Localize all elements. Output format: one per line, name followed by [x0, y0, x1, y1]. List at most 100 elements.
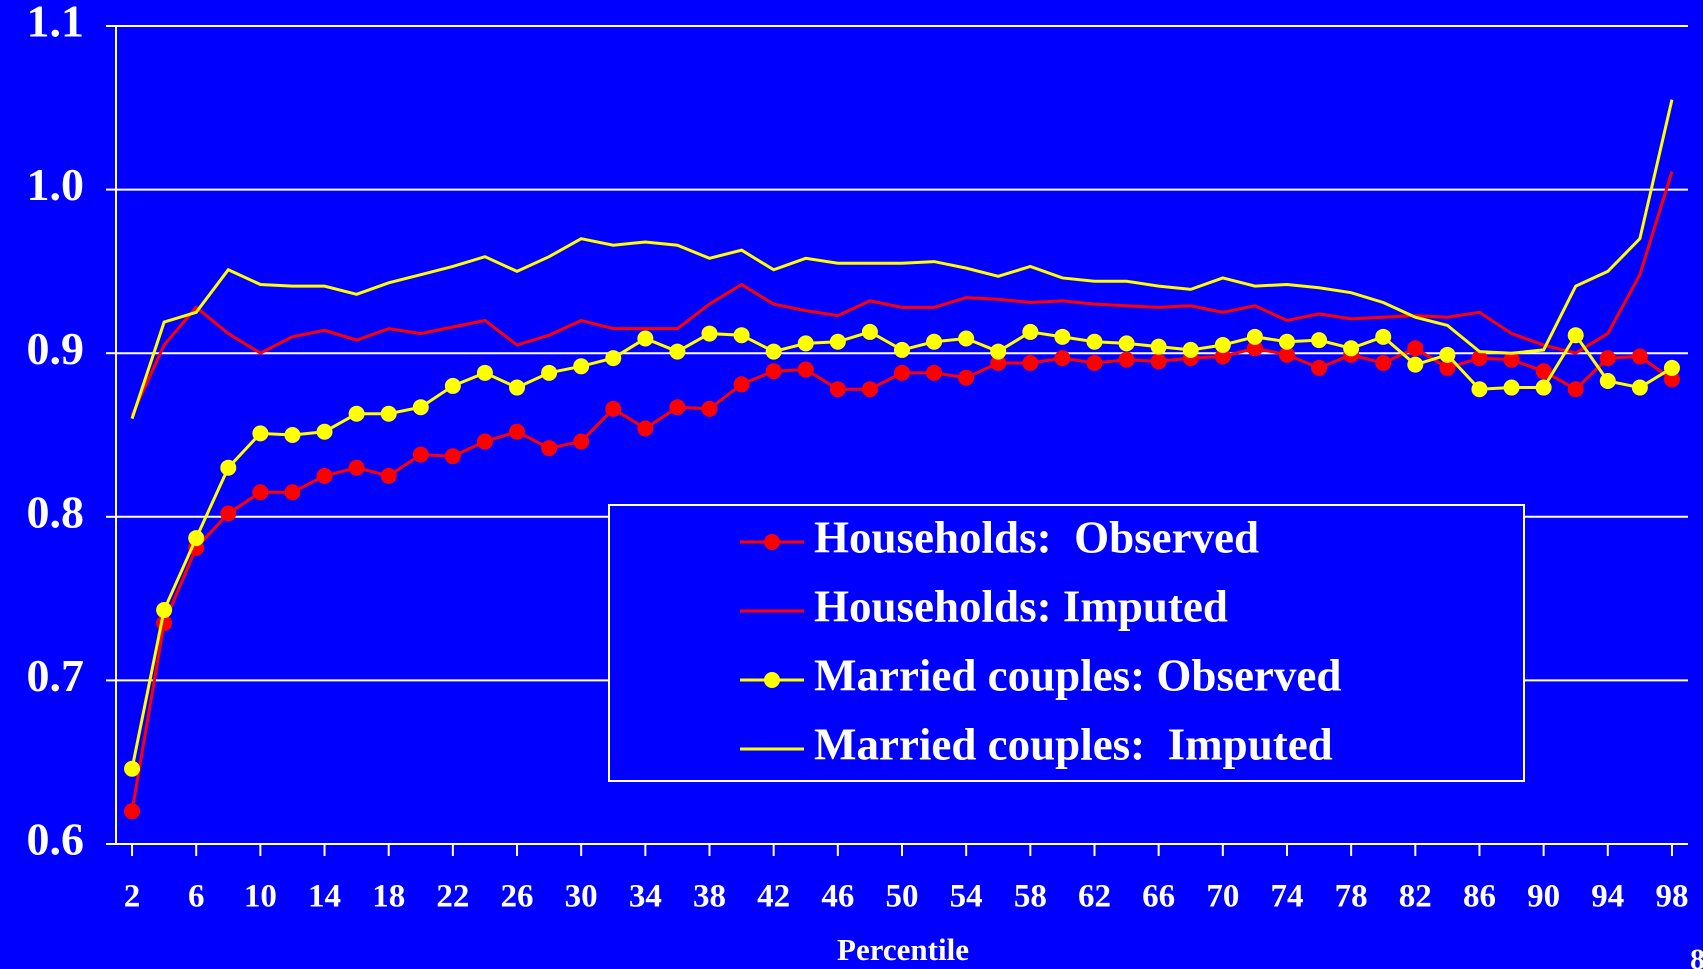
data-point: [926, 364, 943, 381]
x-tick-label: 82: [1399, 879, 1432, 915]
x-tick-label: 22: [436, 879, 469, 915]
data-point: [1663, 371, 1680, 388]
data-point: [701, 400, 718, 417]
data-point: [1246, 328, 1263, 345]
data-point: [1278, 333, 1295, 350]
data-point: [1567, 381, 1584, 398]
x-tick-label: 26: [501, 879, 534, 915]
data-point: [1471, 350, 1488, 367]
x-tick-label: 78: [1335, 879, 1368, 915]
data-point: [1503, 351, 1520, 368]
x-tick-label: 62: [1078, 879, 1111, 915]
data-point: [1375, 328, 1392, 345]
x-tick-label: 46: [821, 879, 854, 915]
data-point: [476, 433, 493, 450]
data-point: [733, 327, 750, 344]
legend-label: Married couples: Observed: [814, 650, 1341, 700]
data-point: [1118, 351, 1135, 368]
data-point: [1086, 355, 1103, 372]
y-tick-label: 1.0: [27, 159, 85, 210]
data-point: [1118, 335, 1135, 352]
data-point: [926, 333, 943, 350]
x-tick-label: 90: [1527, 879, 1560, 915]
x-tick-label: 94: [1591, 879, 1624, 915]
data-point: [669, 343, 686, 360]
data-point: [1182, 341, 1199, 358]
data-point: [541, 364, 558, 381]
data-point: [1246, 340, 1263, 357]
data-point: [1663, 359, 1680, 376]
data-point: [733, 376, 750, 393]
data-point: [188, 530, 205, 547]
data-point: [1311, 332, 1328, 349]
data-point: [605, 400, 622, 417]
data-point: [220, 505, 237, 522]
data-point: [412, 446, 429, 463]
data-point: [1503, 379, 1520, 396]
data-point: [1599, 373, 1616, 390]
data-point: [1086, 333, 1103, 350]
data-point: [861, 323, 878, 340]
data-point: [797, 361, 814, 378]
data-point: [637, 330, 654, 347]
data-point: [220, 459, 237, 476]
x-tick-label: 98: [1655, 879, 1688, 915]
y-tick-label: 0.8: [27, 486, 85, 537]
data-point: [444, 377, 461, 394]
data-point: [1311, 359, 1328, 376]
data-point: [124, 803, 141, 820]
data-point: [894, 341, 910, 358]
data-point: [1375, 355, 1392, 372]
data-point: [1631, 348, 1648, 365]
data-point: [573, 358, 590, 375]
data-point: [348, 459, 365, 476]
x-tick-label: 38: [693, 879, 726, 915]
data-point: [605, 350, 622, 367]
data-point: [380, 405, 397, 422]
data-point: [1439, 346, 1456, 363]
data-point: [829, 333, 846, 350]
data-point: [1150, 353, 1167, 370]
x-tick-label: 74: [1270, 879, 1303, 915]
data-point: [444, 448, 461, 465]
x-tick-label: 66: [1142, 879, 1175, 915]
data-point: [284, 427, 301, 443]
data-point: [958, 369, 975, 386]
x-tick-label: 70: [1206, 879, 1239, 915]
x-tick-label: 58: [1014, 879, 1047, 915]
data-point: [1022, 355, 1039, 372]
x-axis-label: Percentile: [837, 932, 969, 967]
x-tick-label: 18: [372, 879, 405, 915]
data-point: [669, 399, 686, 416]
data-point: [156, 602, 173, 619]
data-point: [958, 330, 975, 347]
data-point: [252, 425, 269, 442]
legend: Households: Observed Households: Imputed M…: [608, 504, 1525, 782]
legend-marker: [764, 672, 780, 688]
legend-label: Households: Imputed: [814, 581, 1228, 631]
x-tick-label: 86: [1463, 879, 1496, 915]
data-point: [316, 467, 333, 484]
x-tick-label: 14: [308, 879, 341, 915]
data-point: [990, 343, 1007, 360]
x-tick-label: 10: [244, 879, 277, 915]
data-point: [1278, 346, 1295, 363]
legend-marker: [764, 534, 780, 550]
data-point: [380, 467, 397, 484]
y-tick-label: 1.1: [27, 0, 85, 47]
data-point: [284, 484, 301, 501]
data-point: [797, 335, 814, 352]
data-point: [1214, 337, 1231, 354]
x-tick-label: 34: [629, 879, 662, 915]
x-tick-label: 42: [757, 879, 790, 915]
data-point: [573, 433, 590, 450]
data-point: [1599, 350, 1616, 367]
data-point: [1471, 381, 1488, 398]
data-point: [1407, 356, 1424, 373]
legend-label: Married couples: Imputed: [814, 719, 1333, 769]
data-point: [412, 399, 429, 416]
data-point: [861, 381, 878, 398]
data-point: [990, 355, 1007, 372]
data-point: [348, 405, 365, 422]
